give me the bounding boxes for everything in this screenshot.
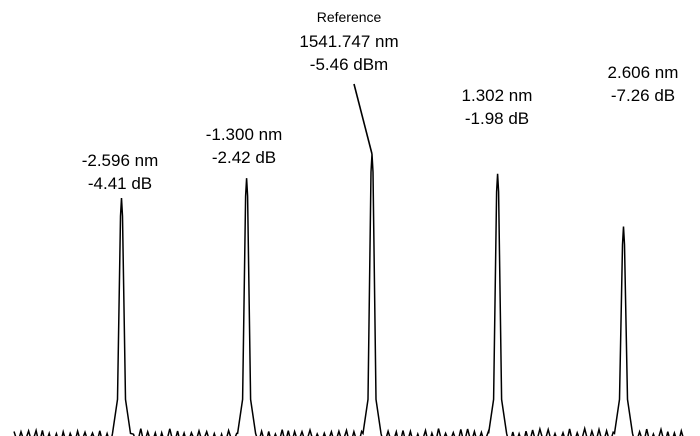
peak-1-level-label: -4.41 dB <box>88 174 152 193</box>
spectrum-trace <box>13 153 684 436</box>
annotation-reference: Reference 1541.747 nm -5.46 dBm <box>299 9 398 74</box>
reference-pointer-line <box>353 83 373 155</box>
peak-5-level-label: -7.26 dB <box>611 86 675 105</box>
peak-2-level-label: -2.42 dB <box>212 148 276 167</box>
annotation-peak-5: 2.606 nm -7.26 dB <box>608 63 679 105</box>
reference-wavelength-label: 1541.747 nm <box>299 32 398 51</box>
annotation-peak-2: -1.300 nm -2.42 dB <box>206 125 283 167</box>
peak-5-offset-label: 2.606 nm <box>608 63 679 82</box>
reference-power-label: -5.46 dBm <box>310 55 388 74</box>
peak-1-offset-label: -2.596 nm <box>82 151 159 170</box>
peak-4-offset-label: 1.302 nm <box>462 86 533 105</box>
annotation-peak-4: 1.302 nm -1.98 dB <box>462 86 533 128</box>
peak-2-offset-label: -1.300 nm <box>206 125 283 144</box>
peak-4-level-label: -1.98 dB <box>465 109 529 128</box>
reference-title-label: Reference <box>317 9 382 25</box>
annotation-peak-1: -2.596 nm -4.41 dB <box>82 151 159 193</box>
